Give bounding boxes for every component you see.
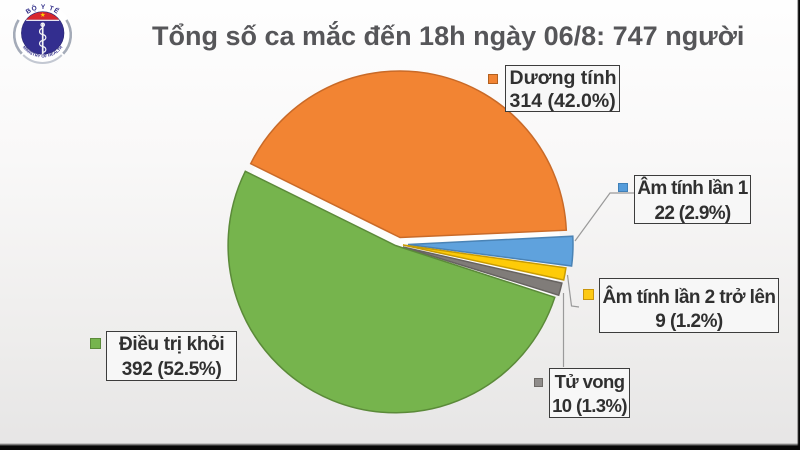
svg-text:BỘ Y TẾ: BỘ Y TẾ — [25, 3, 62, 16]
svg-text:★: ★ — [40, 12, 46, 19]
